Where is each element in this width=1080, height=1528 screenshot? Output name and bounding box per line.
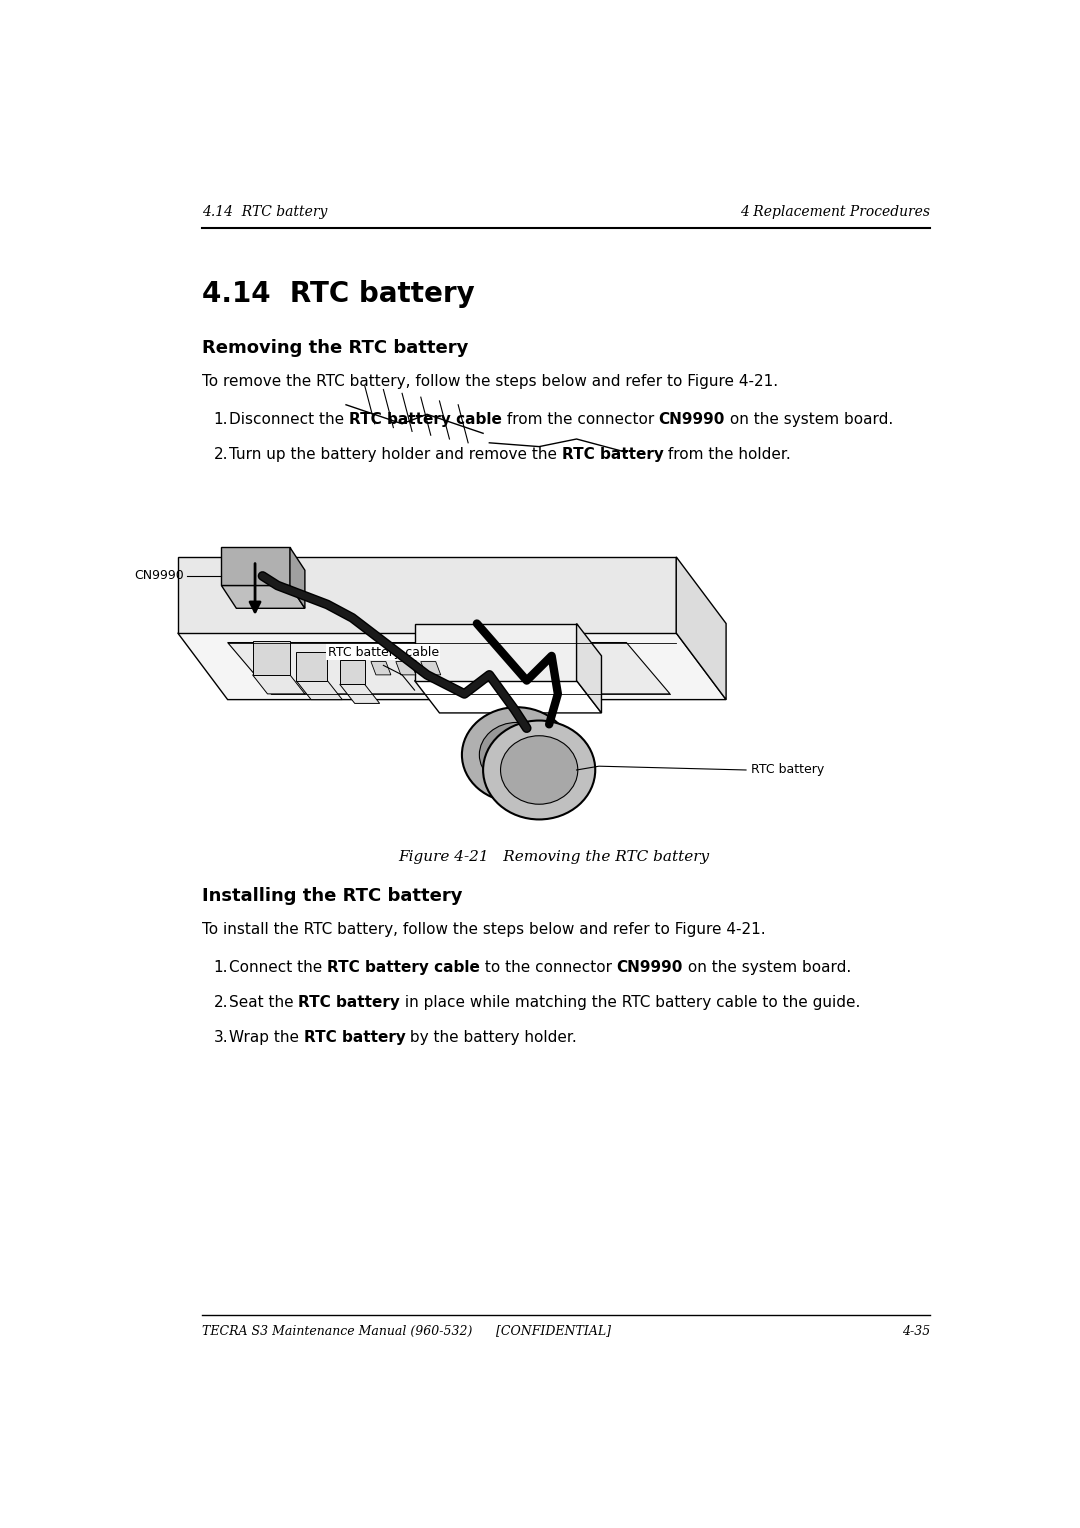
Text: RTC battery cable: RTC battery cable bbox=[327, 960, 480, 975]
Polygon shape bbox=[340, 660, 365, 685]
Polygon shape bbox=[340, 685, 380, 703]
Polygon shape bbox=[296, 652, 327, 680]
Text: Turn up the battery holder and remove the: Turn up the battery holder and remove th… bbox=[229, 446, 562, 461]
Text: CN9990: CN9990 bbox=[617, 960, 683, 975]
Text: CN9990: CN9990 bbox=[659, 411, 725, 426]
Ellipse shape bbox=[462, 707, 571, 802]
Text: on the system board.: on the system board. bbox=[683, 960, 851, 975]
Polygon shape bbox=[178, 633, 726, 700]
Polygon shape bbox=[415, 680, 602, 714]
Text: from the holder.: from the holder. bbox=[663, 446, 792, 461]
Polygon shape bbox=[221, 585, 305, 608]
Text: 1.: 1. bbox=[214, 411, 228, 426]
Text: 4.14  RTC battery: 4.14 RTC battery bbox=[202, 205, 327, 219]
Ellipse shape bbox=[480, 723, 554, 787]
Text: 2.: 2. bbox=[214, 995, 228, 1010]
Polygon shape bbox=[370, 662, 391, 675]
Text: in place while matching the RTC battery cable to the guide.: in place while matching the RTC battery … bbox=[400, 995, 861, 1010]
Polygon shape bbox=[421, 662, 441, 675]
Text: 4 Replacement Procedures: 4 Replacement Procedures bbox=[740, 205, 930, 219]
Text: To remove the RTC battery, follow the steps below and refer to Figure 4-21.: To remove the RTC battery, follow the st… bbox=[202, 374, 778, 390]
Text: 4-35: 4-35 bbox=[902, 1325, 930, 1337]
Ellipse shape bbox=[483, 721, 595, 819]
Text: RTC battery: RTC battery bbox=[303, 1030, 405, 1045]
Polygon shape bbox=[289, 547, 305, 608]
Ellipse shape bbox=[500, 736, 578, 804]
Text: RTC battery: RTC battery bbox=[751, 764, 824, 776]
Polygon shape bbox=[253, 675, 305, 694]
Text: RTC battery: RTC battery bbox=[562, 446, 663, 461]
Polygon shape bbox=[253, 640, 289, 675]
Polygon shape bbox=[221, 547, 289, 585]
Text: by the battery holder.: by the battery holder. bbox=[405, 1030, 577, 1045]
Polygon shape bbox=[178, 556, 676, 633]
Text: TECRA S3 Maintenance Manual (960-532): TECRA S3 Maintenance Manual (960-532) bbox=[202, 1325, 472, 1337]
Text: Wrap the: Wrap the bbox=[229, 1030, 303, 1045]
Polygon shape bbox=[296, 680, 342, 700]
Text: RTC battery cable: RTC battery cable bbox=[328, 645, 438, 659]
Polygon shape bbox=[676, 556, 726, 700]
Text: Seat the: Seat the bbox=[229, 995, 298, 1010]
Polygon shape bbox=[415, 623, 577, 680]
Polygon shape bbox=[577, 623, 602, 714]
Text: Removing the RTC battery: Removing the RTC battery bbox=[202, 339, 469, 356]
Text: RTC battery: RTC battery bbox=[298, 995, 400, 1010]
Text: To install the RTC battery, follow the steps below and refer to Figure 4-21.: To install the RTC battery, follow the s… bbox=[202, 923, 766, 937]
Text: [CONFIDENTIAL]: [CONFIDENTIAL] bbox=[496, 1325, 611, 1337]
Text: on the system board.: on the system board. bbox=[725, 411, 893, 426]
Text: 1.: 1. bbox=[214, 960, 228, 975]
Text: from the connector: from the connector bbox=[501, 411, 659, 426]
Text: Disconnect the: Disconnect the bbox=[229, 411, 349, 426]
Polygon shape bbox=[228, 643, 670, 694]
Polygon shape bbox=[396, 662, 416, 675]
Text: CN9990: CN9990 bbox=[134, 570, 184, 582]
Text: 3.: 3. bbox=[214, 1030, 228, 1045]
Text: 4.14  RTC battery: 4.14 RTC battery bbox=[202, 280, 475, 307]
Text: Connect the: Connect the bbox=[229, 960, 327, 975]
Text: to the connector: to the connector bbox=[480, 960, 617, 975]
Text: 2.: 2. bbox=[214, 446, 228, 461]
Text: Figure 4-21   Removing the RTC battery: Figure 4-21 Removing the RTC battery bbox=[397, 851, 710, 865]
Text: RTC battery cable: RTC battery cable bbox=[349, 411, 501, 426]
Text: Installing the RTC battery: Installing the RTC battery bbox=[202, 886, 462, 905]
